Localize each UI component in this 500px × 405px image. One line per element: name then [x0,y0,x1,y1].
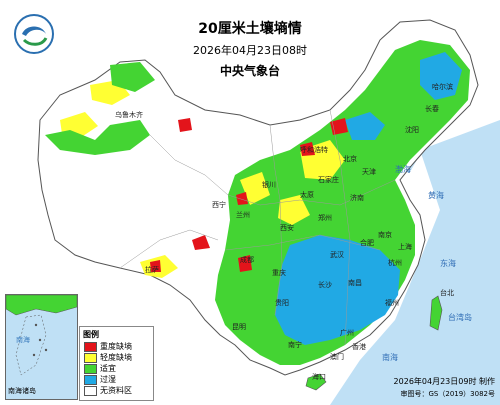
region-suitable [215,40,470,365]
legend-swatch [84,352,97,363]
city-label: 呼和浩特 [300,146,328,154]
legend-label: 重度缺墒 [100,342,132,351]
city-label: 石家庄 [318,176,339,184]
region-lightdry-center [278,195,310,225]
city-label: 海口 [312,373,326,381]
legend-item: 重度缺墒 [84,341,132,352]
legend-swatch [84,341,97,352]
city-label: 西安 [280,224,294,232]
city-label: 成都 [240,256,254,264]
city-label: 南昌 [348,279,362,287]
city-label: 拉萨 [145,266,159,274]
city-label: 昆明 [232,323,246,331]
sea-label: 南海 [382,353,398,362]
city-label: 银川 [262,181,276,189]
legend-label: 适宜 [100,364,116,373]
legend: 图例 重度缺墒 轻度缺墒 适宜 过湿 无资料区 [79,326,154,401]
region-wet-northeast [420,52,462,100]
east-sea [330,120,500,405]
legend-swatch [84,374,97,385]
sea-label: 台湾岛 [448,313,472,322]
city-label: 长春 [425,105,439,113]
region-heavydry-3 [192,235,210,250]
city-label: 济南 [350,194,364,202]
inset-sea-label: 南海 [16,336,30,344]
map-datetime: 2026年04月23日08时 [193,44,307,57]
city-label: 上海 [398,243,412,251]
city-label: 福州 [385,299,399,307]
legend-item: 无资料区 [84,385,132,396]
sea-label: 黄海 [428,191,444,200]
footer-made-time: 2026年04月23日09时 制作 [393,377,495,386]
city-label: 天津 [362,168,376,176]
legend-label: 无资料区 [100,386,132,395]
city-label: 太原 [300,191,314,199]
legend-title: 图例 [83,330,99,339]
region-wet-south [275,235,400,345]
city-label: 沈阳 [405,126,419,134]
region-lightdry-west [240,172,270,205]
hainan-island [305,373,327,391]
region-heavydry-7 [236,192,248,205]
legend-item: 轻度缺墒 [84,352,132,363]
city-label: 香港 [352,343,366,351]
south-china-sea-inset: 南海 南海诸岛 [5,294,78,400]
city-label: 乌鲁木齐 [115,111,143,119]
city-label: 南宁 [288,341,302,349]
map-agency: 中央气象台 [219,64,280,78]
inset-title: 南海诸岛 [8,387,36,395]
sea-label: 东海 [440,259,456,268]
inset-map [6,295,77,376]
region-wet-east [345,112,385,140]
city-label: 澳门 [330,353,344,361]
province-lines [119,109,396,346]
region-suitable-xj-n [110,62,155,92]
city-label: 长沙 [318,281,332,289]
region-heavydry-1 [330,118,348,135]
city-label: 北京 [343,155,357,163]
footer-approval-no: 审图号：GS（2019）3082号 [400,390,496,398]
taiwan-island [429,295,443,331]
city-label: 哈尔滨 [432,83,453,91]
city-label: 武汉 [330,251,344,259]
legend-item: 适宜 [84,363,116,374]
legend-label: 轻度缺墒 [100,353,132,362]
city-label: 杭州 [388,259,402,267]
city-label: 兰州 [236,211,250,219]
legend-swatch [84,385,97,396]
city-label: 西宁 [212,201,226,209]
sea-label: 渤海 [395,165,411,174]
city-label: 重庆 [272,269,286,277]
city-label: 广州 [340,329,354,337]
cma-logo-icon [14,14,54,54]
region-heavydry-4 [238,255,252,272]
legend-label: 过湿 [100,375,116,384]
legend-item: 过湿 [84,374,116,385]
city-label: 台北 [440,289,454,297]
region-heavydry-5 [178,118,192,132]
legend-swatch [84,363,97,374]
region-suitable-xj [45,120,150,155]
map-title: 20厘米土壤墒情 [198,21,302,37]
city-label: 郑州 [318,214,332,222]
city-label: 合肥 [360,239,374,247]
city-label: 贵阳 [275,299,289,307]
city-label: 南京 [378,231,392,239]
region-heavydry-2 [300,142,315,156]
region-heavydry-6 [150,260,161,272]
